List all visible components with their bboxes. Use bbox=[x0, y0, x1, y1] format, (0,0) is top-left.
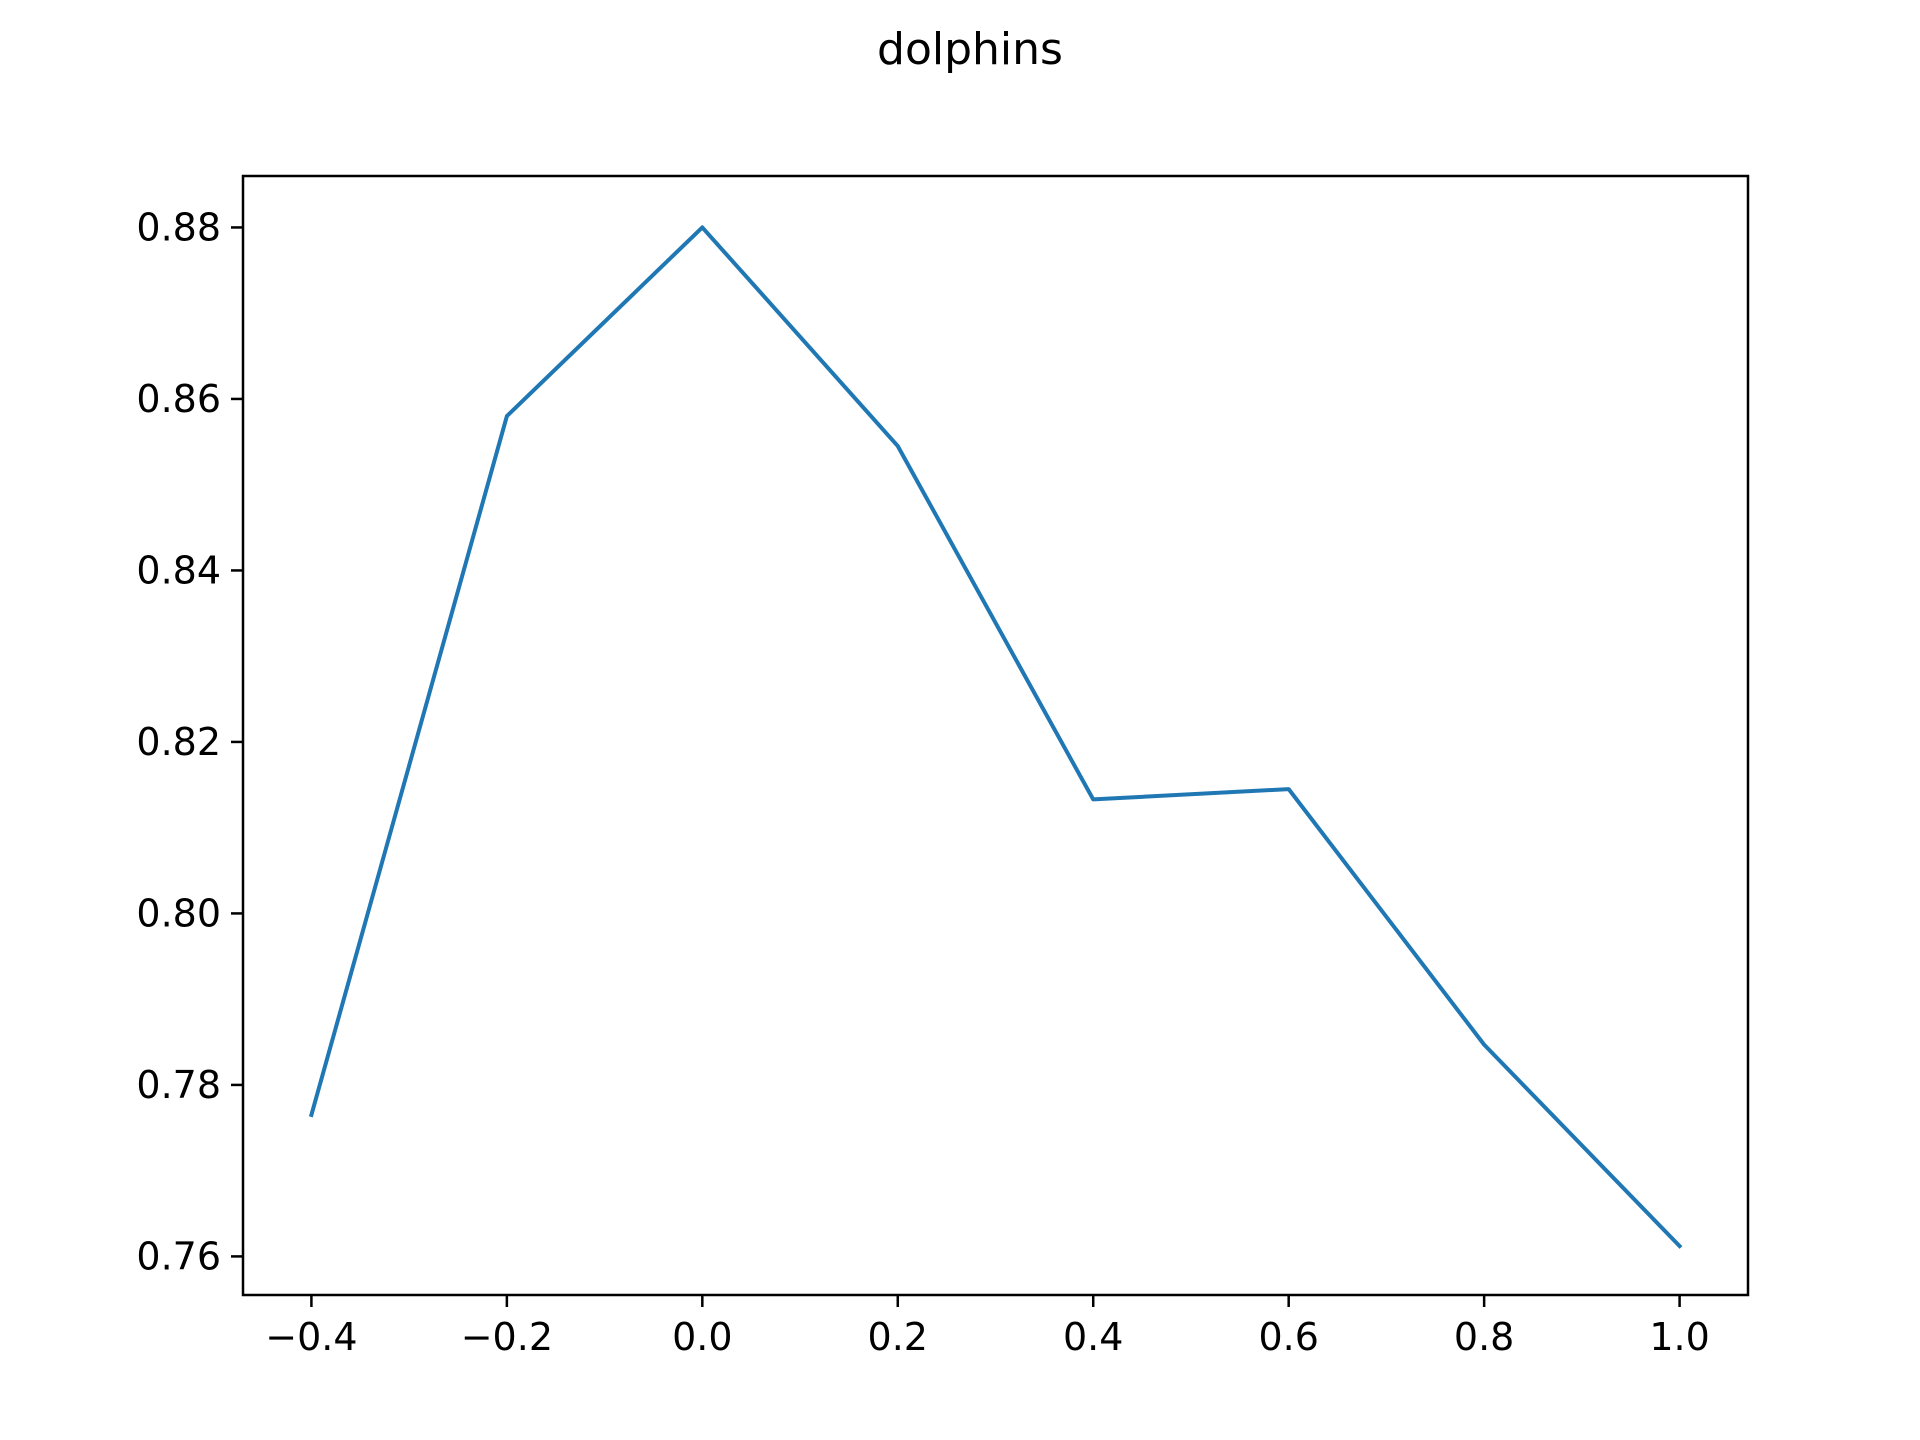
y-tick-label: 0.78 bbox=[136, 1063, 221, 1107]
y-tick-label: 0.82 bbox=[136, 720, 221, 764]
axes-frame bbox=[241, 174, 1750, 1297]
chart-title: dolphins bbox=[877, 24, 1063, 75]
y-tick-label: 0.76 bbox=[136, 1234, 221, 1278]
x-tick-label: 0.2 bbox=[868, 1315, 928, 1359]
series-line-dolphins bbox=[308, 225, 1683, 1249]
y-tick-label: 0.84 bbox=[136, 548, 221, 592]
x-tick-label: −0.2 bbox=[461, 1315, 553, 1359]
y-tick-label: 0.86 bbox=[136, 377, 221, 421]
y-axis: 0.76 0.78 0.80 0.82 0.84 0.86 0.88 bbox=[136, 205, 243, 1278]
x-tick-label: 0.0 bbox=[672, 1315, 732, 1359]
y-tick-label: 0.80 bbox=[136, 891, 221, 935]
x-tick-label: 0.8 bbox=[1454, 1315, 1514, 1359]
x-tick-label: 1.0 bbox=[1649, 1315, 1709, 1359]
x-tick-label: 0.4 bbox=[1063, 1315, 1123, 1359]
plot-area bbox=[241, 174, 1750, 1297]
y-tick-label: 0.88 bbox=[136, 205, 221, 249]
x-tick-label: −0.4 bbox=[265, 1315, 357, 1359]
x-tick-label: 0.6 bbox=[1258, 1315, 1318, 1359]
x-axis: −0.4 −0.2 0.0 0.2 0.4 0.6 0.8 1.0 bbox=[265, 1295, 1710, 1359]
series-layer bbox=[308, 225, 1683, 1249]
